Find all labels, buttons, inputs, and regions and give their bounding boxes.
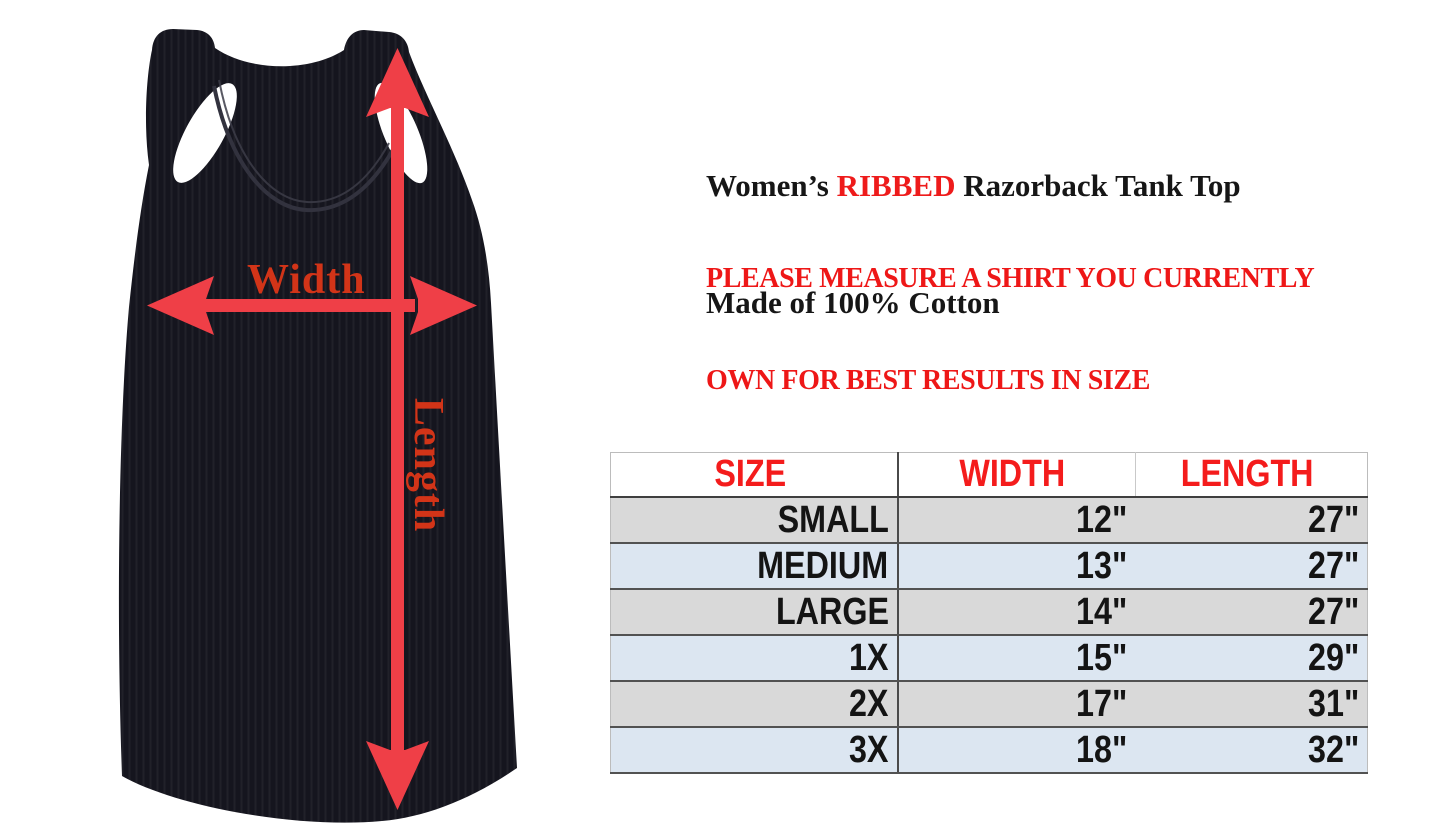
size-cell: 1X: [610, 635, 899, 682]
table-row-3x: 3X 18" 32": [610, 727, 1368, 774]
tank-top-silhouette: [118, 29, 517, 823]
width-cell: 17": [897, 681, 1136, 728]
product-title: Women’s RIBBED Razorback Tank Top Made o…: [706, 88, 1241, 361]
width-cell: 15": [897, 635, 1136, 682]
length-cell: 29": [1135, 635, 1368, 682]
length-cell: 32": [1135, 727, 1368, 774]
length-arrow-icon: [366, 48, 429, 810]
warning-line1: PLEASE MEASURE A SHIRT YOU CURRENTLY: [706, 263, 1315, 294]
length-cell: 27": [1135, 589, 1368, 636]
width-label: Width: [247, 257, 366, 303]
product-title-line1: Women’s RIBBED Razorback Tank Top: [706, 166, 1241, 205]
table-row-medium: MEDIUM 13" 27": [610, 543, 1368, 590]
width-cell: 12": [897, 497, 1136, 544]
table-row-large: LARGE 14" 27": [610, 589, 1368, 636]
warning-line2: OWN FOR BEST RESULTS IN SIZE: [706, 365, 1150, 396]
size-cell: LARGE: [610, 589, 899, 636]
title-suffix: Razorback Tank Top: [955, 168, 1241, 203]
table-row-1x: 1X 15" 29": [610, 635, 1368, 682]
title-prefix: Women’s: [706, 168, 837, 203]
size-column-header: SIZE: [610, 452, 899, 498]
width-arrow-icon: [147, 276, 477, 335]
table-row-2x: 2X 17" 31": [610, 681, 1368, 728]
table-row-small: SMALL 12" 27": [610, 497, 1368, 544]
width-cell: 13": [897, 543, 1136, 590]
width-column-header: WIDTH: [897, 452, 1136, 498]
tank-top-image: [118, 29, 517, 823]
width-cell: 14": [897, 589, 1136, 636]
length-cell: 27": [1135, 497, 1368, 544]
size-table: SIZE WIDTH LENGTH SMALL 12" 27" MEDIUM 1…: [610, 452, 1368, 774]
width-cell: 18": [897, 727, 1136, 774]
length-label: Length: [405, 397, 451, 533]
size-cell: 2X: [610, 681, 899, 728]
size-cell: SMALL: [610, 497, 899, 544]
length-column-header: LENGTH: [1135, 452, 1368, 498]
length-cell: 27": [1135, 543, 1368, 590]
size-cell: 3X: [610, 727, 899, 774]
product-title-line2: Made of 100% Cotton: [706, 285, 1000, 320]
size-table-header-row: SIZE WIDTH LENGTH: [610, 452, 1368, 498]
measure-warning: PLEASE MEASURE A SHIRT YOU CURRENTLY OWN…: [706, 194, 1315, 432]
size-cell: MEDIUM: [610, 543, 899, 590]
length-cell: 31": [1135, 681, 1368, 728]
title-highlight-ribbed: RIBBED: [836, 168, 956, 203]
